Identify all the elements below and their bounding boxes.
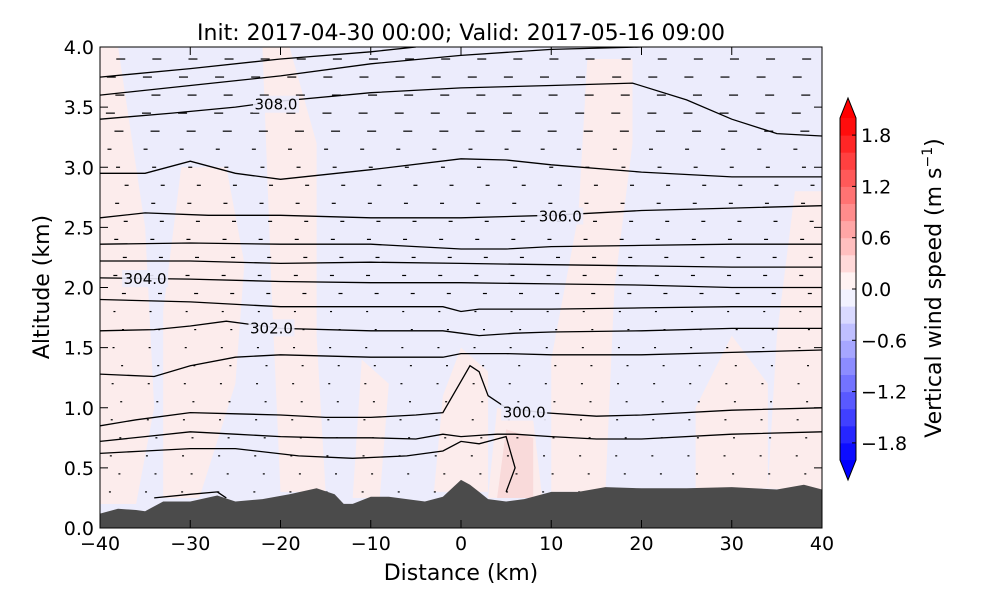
updraft-region bbox=[262, 47, 326, 492]
terrain bbox=[100, 479, 822, 528]
wind-shading bbox=[100, 47, 822, 504]
theta-contour bbox=[100, 82, 822, 137]
colorbar-segment bbox=[840, 186, 856, 204]
wind-vectors bbox=[105, 58, 815, 493]
colorbar-segment bbox=[840, 425, 856, 444]
theta-contour bbox=[154, 491, 227, 499]
y-tick-label: 1.5 bbox=[64, 338, 94, 360]
y-tick-label: 2.5 bbox=[64, 217, 94, 239]
contour-label-bg bbox=[252, 95, 299, 113]
x-tick-label: 30 bbox=[720, 533, 744, 555]
theta-contour bbox=[100, 320, 822, 337]
colorbar-tick-label: −1.8 bbox=[861, 433, 907, 455]
colorbar-title: Vertical wind speed (m s−1) bbox=[920, 138, 947, 438]
contour-labels: 308.0 306.0 304.0 302.0 300.0 bbox=[122, 95, 584, 422]
y-axis-title: Altitude (km) bbox=[30, 215, 55, 359]
contour-label: 306.0 bbox=[539, 208, 582, 226]
colorbar-segment bbox=[840, 408, 856, 427]
colorbar-segment bbox=[840, 306, 856, 324]
updraft-region bbox=[695, 335, 768, 489]
colorbar-tick-label: 1.8 bbox=[861, 125, 891, 147]
colorbar-segment bbox=[840, 169, 856, 187]
colorbar-segment bbox=[840, 357, 856, 375]
colorbar-title-end: ) bbox=[922, 138, 947, 147]
y-tick-label: 3.5 bbox=[64, 97, 94, 119]
theta-contour bbox=[100, 47, 416, 78]
colorbar-segment bbox=[840, 442, 856, 461]
updraft-region bbox=[163, 167, 245, 498]
chart-title: Init: 2017-04-30 00:00; Valid: 2017-05-1… bbox=[197, 21, 725, 46]
contour-label-bg bbox=[248, 319, 295, 337]
colorbar-tick-label: 0.0 bbox=[861, 279, 891, 301]
x-tick-label: 10 bbox=[539, 533, 563, 555]
theta-contour bbox=[100, 349, 822, 378]
y-tick-label: 2.0 bbox=[64, 278, 94, 300]
colorbar-segment bbox=[840, 340, 856, 358]
colorbar-extend-max bbox=[840, 98, 856, 118]
x-axis: −40 −30 −20 −10 0 10 20 30 40 bbox=[80, 47, 834, 555]
y-tick-label: 3.0 bbox=[64, 157, 94, 179]
colorbar-tick-label: 1.2 bbox=[861, 176, 891, 198]
theta-contour bbox=[100, 364, 822, 427]
x-tick-label: 20 bbox=[629, 533, 653, 555]
y-axis: 0.0 0.5 1.0 1.5 2.0 2.5 3.0 3.5 4.0 bbox=[64, 37, 822, 540]
contour-label: 304.0 bbox=[124, 270, 167, 288]
colorbar-extend-min bbox=[840, 460, 856, 480]
colorbar-outline bbox=[839, 96, 857, 482]
colorbar-segment bbox=[840, 374, 856, 393]
updraft-region bbox=[551, 59, 633, 492]
x-tick-label: −10 bbox=[351, 533, 391, 555]
colorbar-segment bbox=[840, 271, 856, 290]
contour-label: 300.0 bbox=[503, 404, 546, 422]
y-tick-label: 4.0 bbox=[64, 37, 94, 59]
theta-contour bbox=[100, 435, 516, 493]
colorbar-segment bbox=[840, 220, 856, 239]
theta-contour bbox=[100, 158, 822, 180]
contour-label-bg bbox=[122, 270, 169, 288]
theta-contour bbox=[100, 205, 822, 219]
strong-updraft-region bbox=[497, 429, 534, 498]
x-axis-title: Distance (km) bbox=[384, 561, 539, 586]
colorbar-title-main: Vertical wind speed (m s bbox=[922, 167, 947, 437]
colorbar-segment bbox=[840, 135, 856, 153]
colorbar-tick-label: −1.2 bbox=[861, 382, 907, 404]
y-tick-label: 0.0 bbox=[64, 518, 94, 540]
colorbar-tick-label: 0.6 bbox=[861, 228, 891, 250]
y-tick-label: 1.0 bbox=[64, 398, 94, 420]
y-tick-label: 0.5 bbox=[64, 458, 94, 480]
colorbar-ticks: 1.8 1.2 0.6 0.0 −0.6 −1.2 −1.8 bbox=[852, 125, 907, 455]
x-tick-label: −40 bbox=[80, 533, 120, 555]
colorbar-segment bbox=[840, 152, 856, 170]
theta-contour bbox=[100, 260, 822, 268]
colorbar-title-exp: −1 bbox=[920, 147, 936, 168]
colorbar bbox=[839, 96, 857, 482]
theta-contour bbox=[100, 431, 822, 443]
contour-label-bg bbox=[537, 207, 584, 225]
x-tick-label: −20 bbox=[260, 533, 300, 555]
colorbar-segment bbox=[840, 203, 856, 222]
colorbar-segment bbox=[840, 237, 856, 256]
updraft-region bbox=[352, 359, 389, 498]
contour-label: 302.0 bbox=[250, 319, 293, 337]
x-tick-label: −30 bbox=[170, 533, 210, 555]
colorbar-segment bbox=[840, 254, 856, 273]
colorbar-segment bbox=[840, 323, 856, 341]
contour-label: 308.0 bbox=[255, 96, 298, 114]
x-tick-label: 0 bbox=[455, 533, 467, 555]
theta-contour bbox=[100, 242, 822, 250]
theta-contour bbox=[100, 298, 822, 313]
contour-label-bg bbox=[501, 403, 548, 421]
theta-contour bbox=[100, 277, 822, 289]
colorbar-tick-label: −0.6 bbox=[861, 330, 907, 352]
colorbar-segment bbox=[840, 289, 856, 307]
plot-area: 308.0 306.0 304.0 302.0 300.0 bbox=[100, 47, 822, 528]
x-tick-label: 40 bbox=[810, 533, 834, 555]
colorbar-segment bbox=[840, 118, 856, 136]
colorbar-segment bbox=[840, 391, 856, 410]
